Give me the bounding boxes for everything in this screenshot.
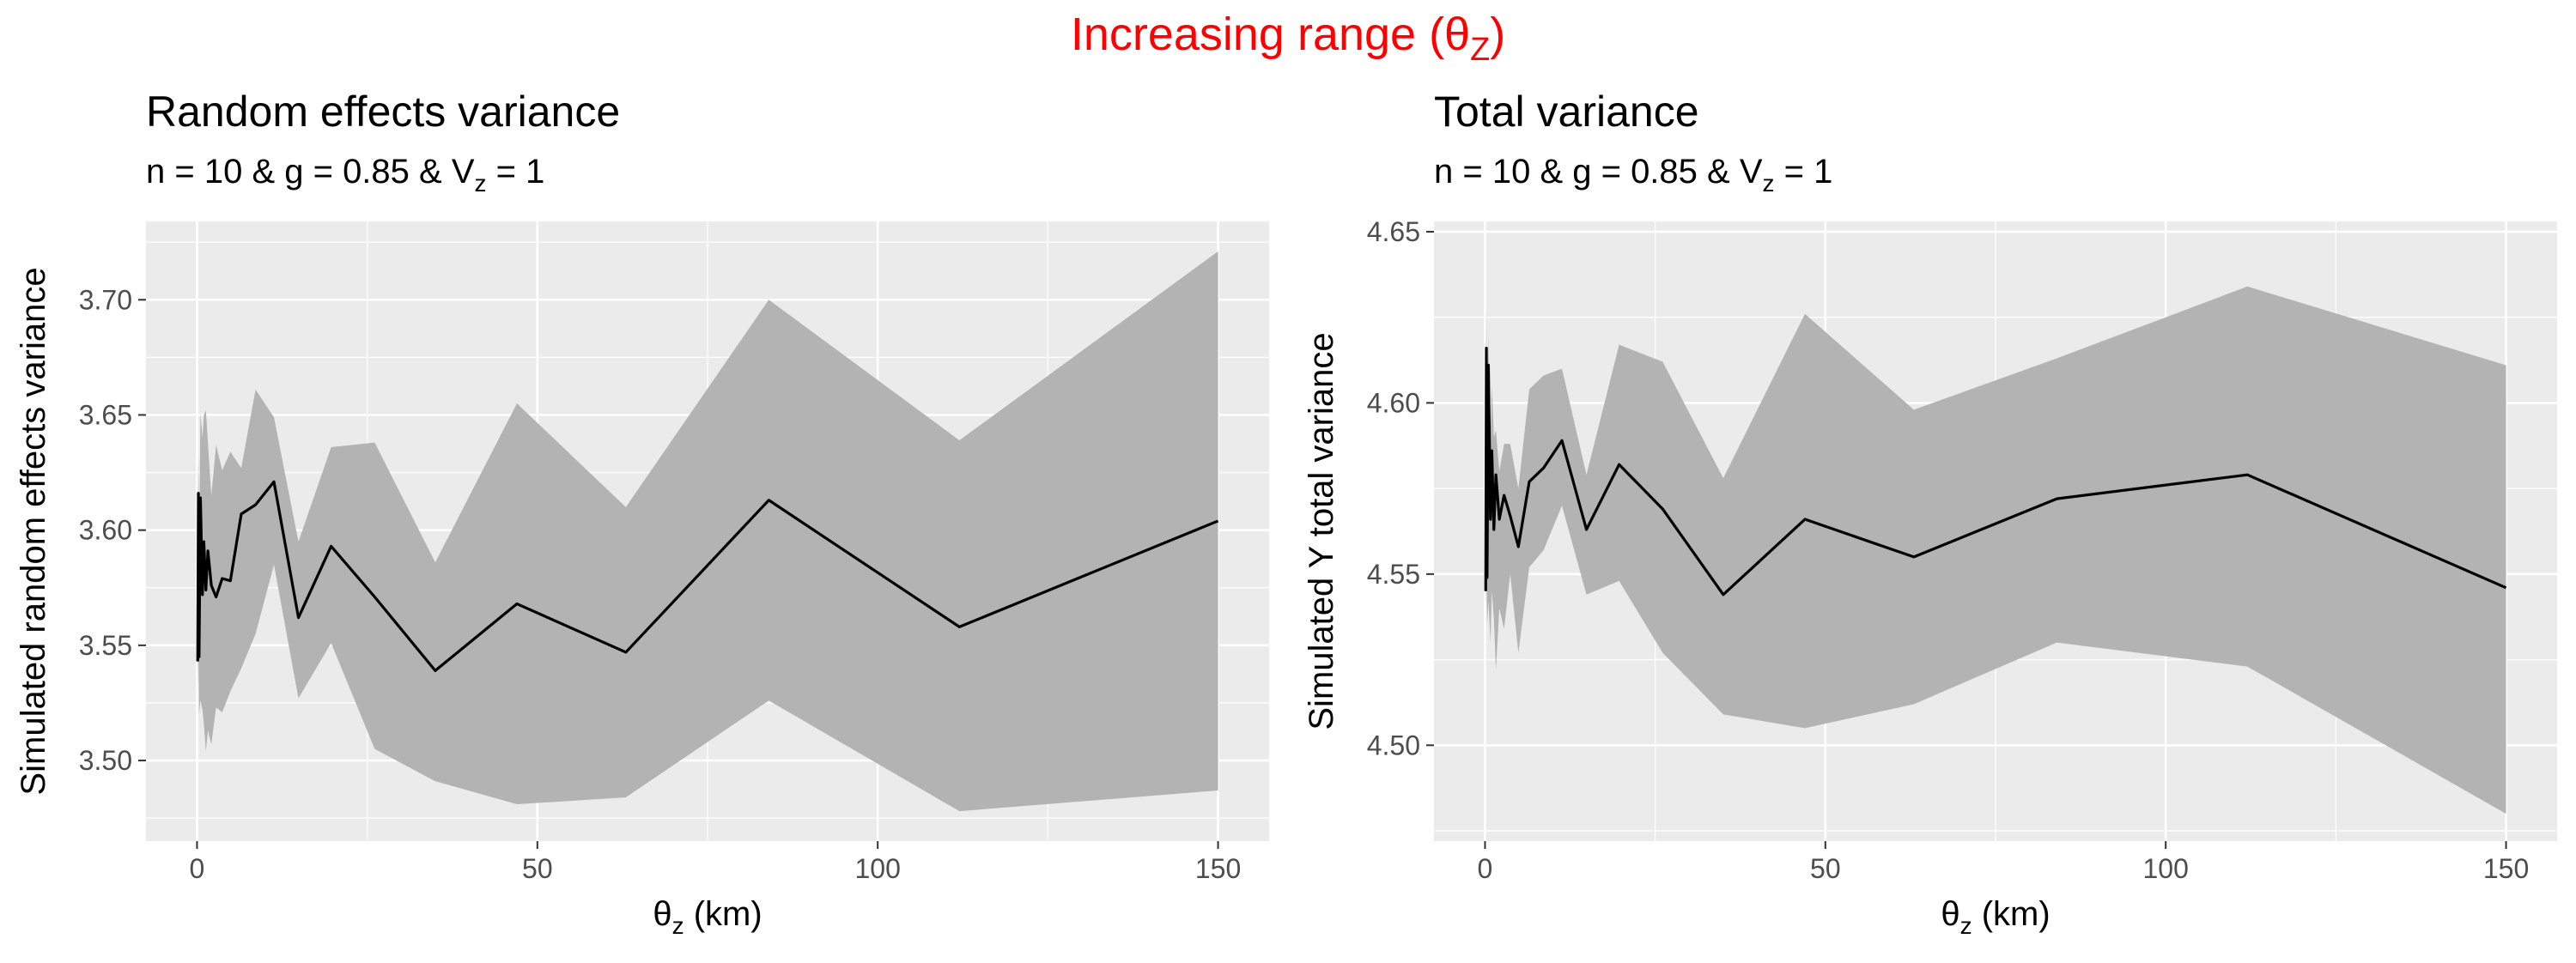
y-axis-label: Simulated Y total variance xyxy=(1303,332,1340,730)
panel-title: Total variance xyxy=(1434,88,1699,136)
x-tick-label: 0 xyxy=(190,853,205,884)
series-line xyxy=(196,480,1219,672)
x-tick-label: 100 xyxy=(2142,853,2188,884)
x-axis-label: θz (km) xyxy=(1941,895,2050,939)
y-tick-label: 4.65 xyxy=(1367,216,1420,247)
x-tick-label: 0 xyxy=(1478,853,1493,884)
panel-subtitle: n = 10 & g = 0.85 & Vz = 1 xyxy=(146,153,544,197)
confidence-band xyxy=(197,251,1218,812)
x-tick-label: 50 xyxy=(1810,853,1841,884)
y-tick-label: 3.50 xyxy=(79,745,132,776)
figure-suptitle: Increasing range (θZ) xyxy=(1071,9,1505,68)
panel-random-effects-variance: Random effects variance n = 10 & g = 0.85… xyxy=(15,88,1269,939)
panel-total-variance: Total variance n = 10 & g = 0.85 & Vz = 1… xyxy=(1303,88,2557,939)
panel-subtitle: n = 10 & g = 0.85 & Vz = 1 xyxy=(1434,153,1832,197)
x-axis-label: θz (km) xyxy=(653,895,762,939)
series-line xyxy=(1484,346,2507,597)
y-tick-label: 3.70 xyxy=(79,284,132,315)
y-tick-label: 3.65 xyxy=(79,399,132,430)
y-axis-label: Simulated random effects variance xyxy=(15,267,52,795)
x-tick-label: 100 xyxy=(854,853,900,884)
x-tick-label: 50 xyxy=(522,853,553,884)
y-tick-label: 3.55 xyxy=(79,630,132,661)
y-tick-label: 4.55 xyxy=(1367,559,1420,590)
panel-title: Random effects variance xyxy=(146,88,620,136)
y-tick-label: 4.60 xyxy=(1367,387,1420,418)
y-tick-label: 4.50 xyxy=(1367,730,1420,760)
y-tick-label: 3.60 xyxy=(79,515,132,546)
confidence-band xyxy=(1485,286,2506,815)
x-tick-label: 150 xyxy=(2483,853,2529,884)
x-tick-label: 150 xyxy=(1195,853,1241,884)
